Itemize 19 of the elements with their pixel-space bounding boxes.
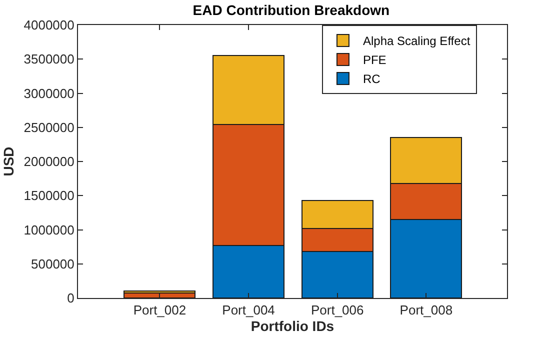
y-axis-title: USD [0, 146, 16, 176]
y-tick-label: 4000000 [24, 18, 74, 33]
y-tick-label: 2000000 [24, 154, 74, 170]
x-tick-label: Port_008 [400, 302, 453, 318]
chart-title: EAD Contribution Breakdown [192, 2, 390, 18]
y-tick-label: 500000 [31, 256, 74, 272]
y-tick-label: 0 [67, 290, 74, 306]
legend-label: Alpha Scaling Effect [362, 34, 471, 48]
x-tick-label: Port_004 [222, 302, 275, 318]
y-tick-label: 1500000 [24, 188, 74, 204]
legend-label: PFE [362, 53, 386, 68]
y-tick-label: 1000000 [24, 222, 74, 238]
legend-label: RC [362, 72, 381, 86]
x-tick-label: Port_002 [133, 302, 186, 318]
x-axis-title: Portfolio IDs [250, 318, 334, 334]
y-tick-label: 2500000 [24, 120, 74, 135]
y-tick-label: 3000000 [24, 86, 74, 101]
y-tick-label: 3500000 [24, 52, 74, 67]
x-tick-label: Port_006 [310, 302, 364, 318]
